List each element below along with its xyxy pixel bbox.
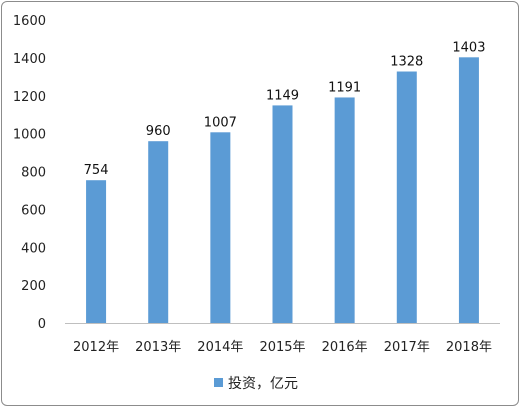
bar [272,105,293,323]
bar [86,180,107,323]
x-tick-label: 2013年 [135,340,181,355]
bars [86,57,479,323]
legend: 投资，亿元 [214,376,298,392]
y-tick-label: 200 [21,279,46,294]
bar [210,132,231,323]
data-label: 754 [84,163,109,178]
y-tick-label: 400 [21,241,46,256]
y-tick-label: 1400 [13,52,46,67]
bar [458,57,479,323]
y-tick-label: 0 [38,317,46,332]
y-tick-label: 800 [21,166,46,181]
data-label: 1007 [204,115,237,130]
bar [334,97,355,323]
x-tick-label: 2018年 [446,340,492,355]
data-label: 1328 [390,55,423,70]
data-labels: 754 960 1007 1149 1191 1328 1403 [84,40,486,178]
x-tick-label: 2016年 [322,340,368,355]
data-label: 1149 [266,88,299,103]
x-tick-label: 2017年 [384,340,430,355]
x-tick-label: 2012年 [73,340,119,355]
data-label: 960 [146,124,171,139]
y-tick-label: 1600 [13,14,46,29]
data-label: 1191 [328,80,361,95]
bar [396,71,417,323]
legend-label: 投资，亿元 [228,376,298,392]
x-tick-label: 2014年 [197,340,243,355]
y-axis-ticks: 0 200 400 600 800 1000 1200 1400 1600 [13,14,46,332]
y-tick-label: 1200 [13,90,46,105]
x-tick-label: 2015年 [259,340,305,355]
legend-swatch [214,378,223,387]
bar [148,141,169,323]
y-tick-label: 600 [21,203,46,218]
data-label: 1403 [452,40,485,55]
y-tick-label: 1000 [13,128,46,143]
x-axis-ticks: 2012年 2013年 2014年 2015年 2016年 2017年 2018年 [73,340,492,355]
